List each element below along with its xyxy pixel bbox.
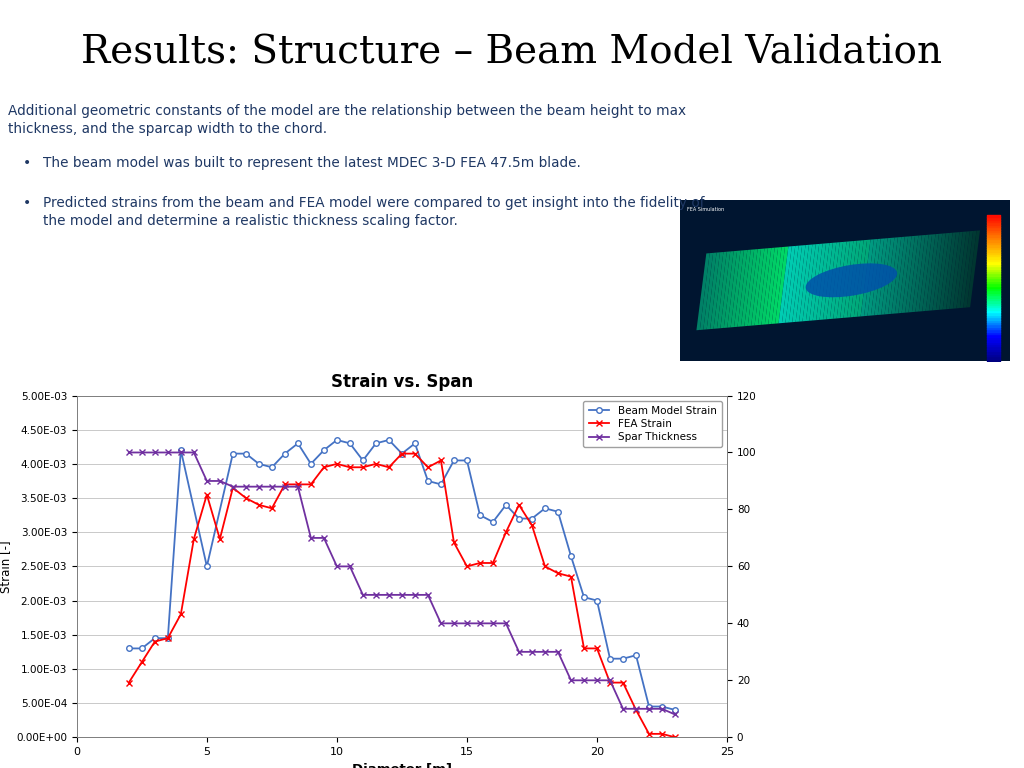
Polygon shape bbox=[939, 233, 952, 310]
Polygon shape bbox=[762, 248, 775, 325]
Polygon shape bbox=[870, 239, 884, 316]
Polygon shape bbox=[956, 231, 970, 309]
Polygon shape bbox=[710, 252, 723, 329]
Polygon shape bbox=[803, 244, 816, 321]
Text: The beam model was built to represent the latest MDEC 3-D FEA 47.5m blade.: The beam model was built to represent th… bbox=[43, 156, 581, 170]
Polygon shape bbox=[829, 242, 843, 319]
Polygon shape bbox=[823, 243, 837, 319]
Text: Results: Structure – Beam Model Validation: Results: Structure – Beam Model Validati… bbox=[82, 35, 942, 71]
Polygon shape bbox=[905, 236, 919, 313]
Polygon shape bbox=[860, 240, 873, 316]
Polygon shape bbox=[775, 247, 788, 323]
Polygon shape bbox=[782, 246, 796, 323]
Polygon shape bbox=[874, 238, 888, 316]
Polygon shape bbox=[949, 232, 963, 309]
Polygon shape bbox=[840, 241, 853, 318]
Polygon shape bbox=[717, 251, 730, 329]
Polygon shape bbox=[908, 235, 922, 313]
Polygon shape bbox=[755, 248, 768, 326]
Polygon shape bbox=[943, 233, 956, 310]
Polygon shape bbox=[847, 240, 860, 318]
Polygon shape bbox=[933, 233, 946, 310]
Polygon shape bbox=[857, 240, 870, 316]
Polygon shape bbox=[854, 240, 867, 317]
Polygon shape bbox=[929, 233, 942, 311]
Polygon shape bbox=[923, 234, 936, 311]
Polygon shape bbox=[806, 244, 819, 321]
Polygon shape bbox=[867, 239, 881, 316]
Polygon shape bbox=[707, 252, 720, 329]
Polygon shape bbox=[953, 232, 967, 309]
Polygon shape bbox=[772, 247, 785, 324]
Polygon shape bbox=[765, 247, 778, 325]
Polygon shape bbox=[946, 232, 959, 310]
Text: Additional geometric constants of the model are the relationship between the bea: Additional geometric constants of the mo… bbox=[8, 104, 686, 136]
Polygon shape bbox=[768, 247, 781, 324]
Text: Predicted strains from the beam and FEA model were compared to get insight into : Predicted strains from the beam and FEA … bbox=[43, 196, 705, 228]
Polygon shape bbox=[885, 237, 898, 314]
Polygon shape bbox=[734, 250, 748, 327]
Polygon shape bbox=[826, 242, 840, 319]
Polygon shape bbox=[888, 237, 901, 314]
Polygon shape bbox=[936, 233, 949, 310]
Polygon shape bbox=[758, 248, 771, 325]
Text: •: • bbox=[23, 196, 31, 210]
Polygon shape bbox=[744, 249, 758, 326]
Polygon shape bbox=[878, 238, 891, 315]
Polygon shape bbox=[882, 237, 895, 315]
Polygon shape bbox=[778, 247, 792, 323]
Polygon shape bbox=[837, 241, 850, 319]
Polygon shape bbox=[699, 253, 713, 330]
Polygon shape bbox=[850, 240, 863, 317]
Polygon shape bbox=[959, 231, 973, 308]
Polygon shape bbox=[714, 252, 727, 329]
Polygon shape bbox=[799, 244, 812, 322]
Ellipse shape bbox=[806, 263, 897, 297]
Polygon shape bbox=[919, 234, 932, 312]
Polygon shape bbox=[912, 235, 926, 312]
Polygon shape bbox=[902, 236, 915, 313]
Text: FEA Simulation: FEA Simulation bbox=[686, 207, 724, 213]
Polygon shape bbox=[752, 249, 765, 326]
Polygon shape bbox=[834, 242, 847, 319]
Y-axis label: Strain [-]: Strain [-] bbox=[0, 540, 12, 593]
Polygon shape bbox=[696, 253, 710, 330]
Polygon shape bbox=[819, 243, 833, 320]
Polygon shape bbox=[703, 253, 717, 329]
Polygon shape bbox=[915, 235, 929, 312]
Polygon shape bbox=[748, 249, 761, 326]
X-axis label: Diameter [m]: Diameter [m] bbox=[352, 763, 452, 768]
Polygon shape bbox=[844, 241, 857, 318]
Polygon shape bbox=[741, 250, 755, 326]
Polygon shape bbox=[793, 245, 806, 323]
Polygon shape bbox=[895, 237, 908, 313]
Polygon shape bbox=[898, 237, 911, 313]
Polygon shape bbox=[796, 245, 809, 322]
Text: •: • bbox=[23, 156, 31, 170]
Polygon shape bbox=[926, 233, 939, 311]
Polygon shape bbox=[964, 230, 977, 308]
Title: Strain vs. Span: Strain vs. Span bbox=[331, 373, 473, 391]
Polygon shape bbox=[785, 246, 799, 323]
Legend: Beam Model Strain, FEA Strain, Spar Thickness: Beam Model Strain, FEA Strain, Spar Thic… bbox=[584, 401, 722, 448]
Polygon shape bbox=[727, 250, 740, 328]
Polygon shape bbox=[809, 243, 822, 321]
Polygon shape bbox=[720, 251, 733, 328]
Polygon shape bbox=[737, 250, 751, 327]
Polygon shape bbox=[892, 237, 905, 314]
Polygon shape bbox=[813, 243, 826, 320]
Polygon shape bbox=[724, 251, 737, 328]
Polygon shape bbox=[816, 243, 829, 320]
Polygon shape bbox=[967, 230, 980, 307]
Polygon shape bbox=[788, 246, 802, 323]
Polygon shape bbox=[864, 239, 878, 316]
Polygon shape bbox=[731, 250, 744, 327]
